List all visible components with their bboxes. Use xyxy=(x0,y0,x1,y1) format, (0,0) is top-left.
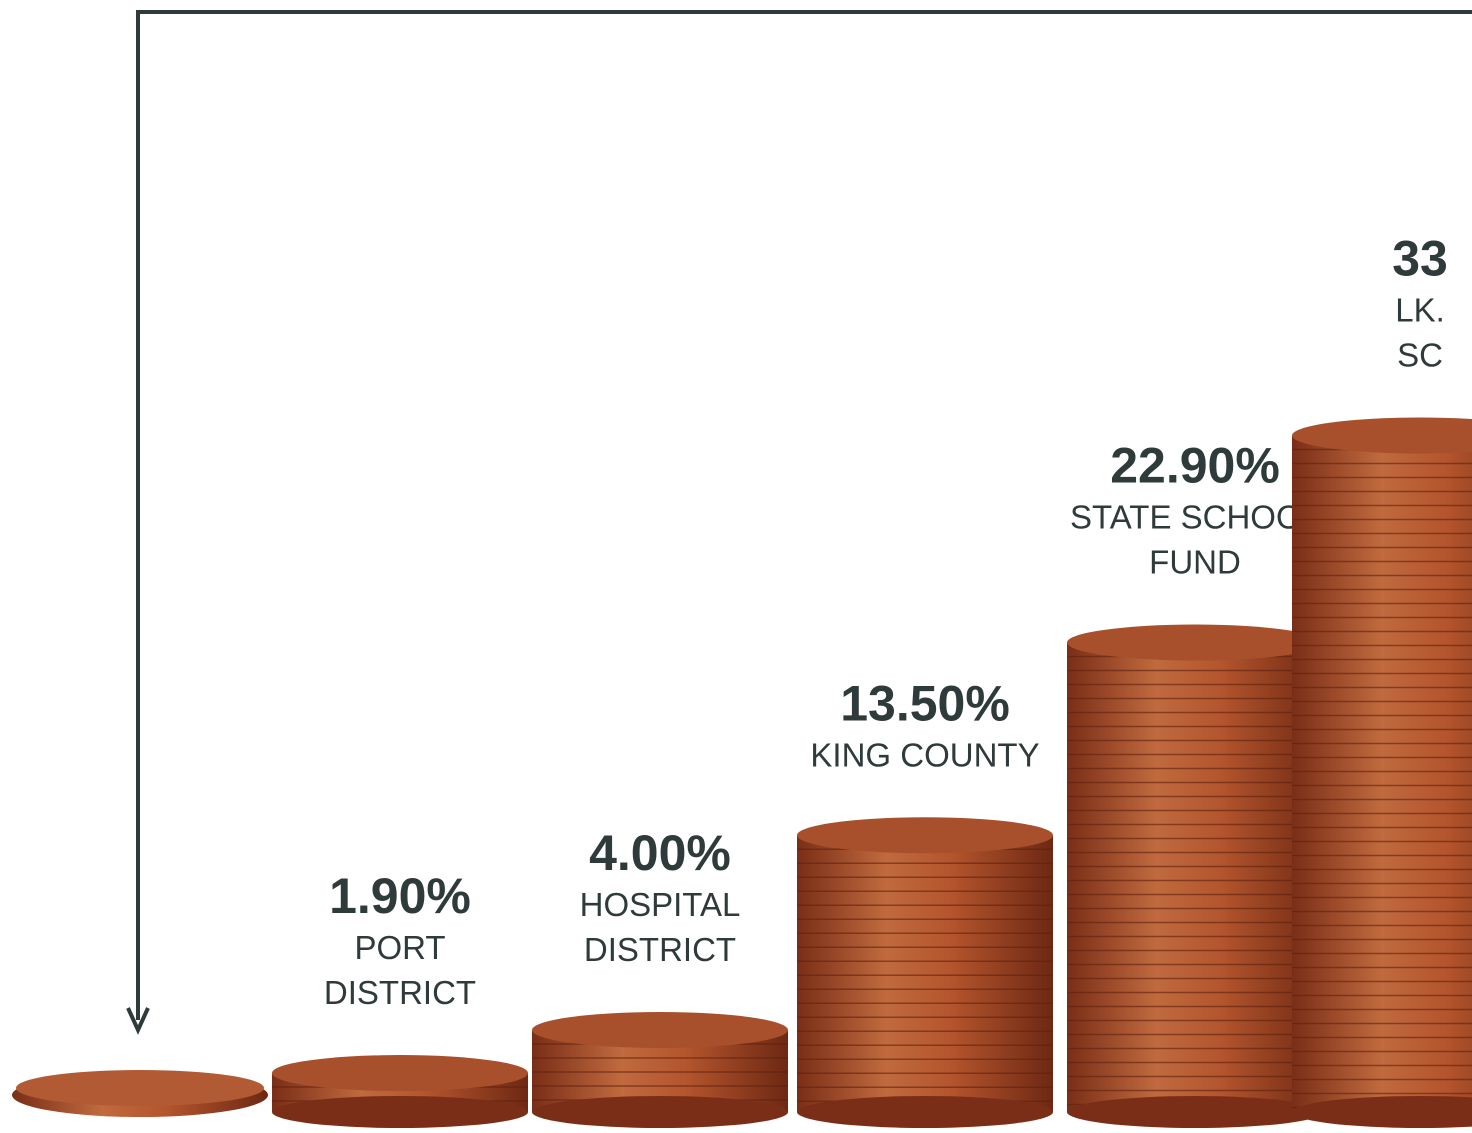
category-label: STATE SCHOOL xyxy=(1070,499,1320,536)
category-label: HOSPITAL xyxy=(580,886,741,923)
penny-bottom xyxy=(797,1096,1053,1128)
category-label: DISTRICT xyxy=(584,931,736,968)
penny-top xyxy=(1067,624,1323,661)
category-label: PORT xyxy=(354,929,445,966)
penny-stack xyxy=(797,835,1053,1112)
penny-stack xyxy=(1292,435,1472,1112)
value-label: 1.90% xyxy=(329,868,471,924)
penny-bottom xyxy=(532,1096,788,1128)
value-label: 22.90% xyxy=(1110,438,1280,494)
category-label: DISTRICT xyxy=(324,974,476,1011)
penny-top xyxy=(1292,417,1472,454)
penny-top xyxy=(532,1012,788,1048)
category-label: FUND xyxy=(1149,544,1241,581)
penny-bottom xyxy=(1292,1096,1472,1128)
penny-bottom xyxy=(1067,1096,1323,1128)
category-label: SC xyxy=(1397,337,1443,374)
category-label: KING COUNTY xyxy=(810,736,1039,773)
frame-arrow xyxy=(136,10,1472,1020)
penny-stack xyxy=(1067,642,1323,1112)
value-label: 4.00% xyxy=(589,825,731,881)
value-label: 13.50% xyxy=(840,675,1010,731)
penny-bottom xyxy=(272,1096,528,1128)
category-label: LK. xyxy=(1395,292,1445,329)
arrow-head xyxy=(126,1007,150,1035)
value-label: 33 xyxy=(1392,231,1448,287)
penny-top xyxy=(16,1070,264,1106)
penny-top xyxy=(797,817,1053,854)
penny-top xyxy=(272,1055,528,1092)
